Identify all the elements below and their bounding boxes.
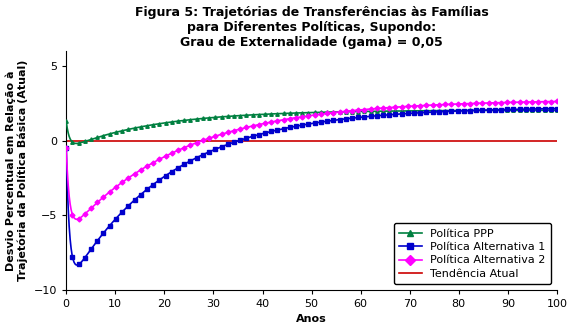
X-axis label: Anos: Anos	[296, 314, 327, 324]
Legend: Política PPP, Política Alternativa 1, Política Alternativa 2, Tendência Atual: Política PPP, Política Alternativa 1, Po…	[394, 223, 551, 284]
Title: Figura 5: Trajetórias de Transferências às Famílias
para Diferentes Políticas, S: Figura 5: Trajetórias de Transferências …	[135, 6, 488, 49]
Y-axis label: Desvio Percentual em Relação à
Trajetória da Política Básica (Atual): Desvio Percentual em Relação à Trajetóri…	[6, 60, 28, 281]
